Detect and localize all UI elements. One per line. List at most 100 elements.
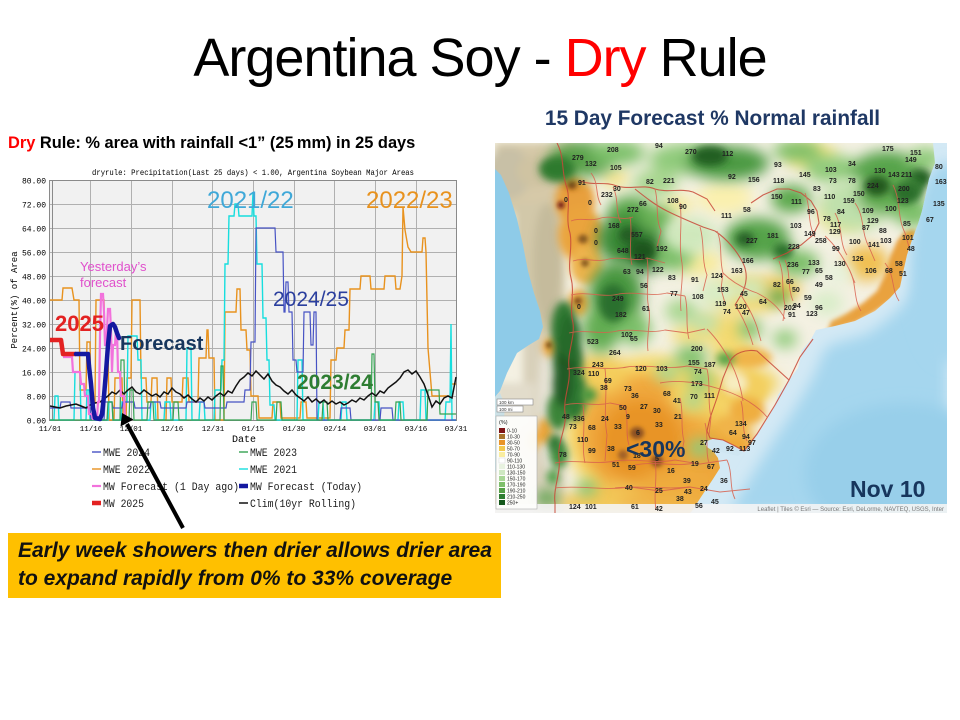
svg-text:78: 78 [559,452,567,459]
svg-text:2023/24: 2023/24 [297,371,373,394]
svg-text:36: 36 [720,478,728,485]
svg-text:118: 118 [773,178,784,185]
svg-text:38: 38 [607,446,615,453]
svg-text:50: 50 [792,287,800,294]
svg-text:MW 2025: MW 2025 [103,499,144,511]
svg-text:24: 24 [700,486,708,493]
svg-text:258: 258 [815,238,827,245]
svg-text:324: 324 [573,370,585,377]
svg-text:130: 130 [874,168,886,175]
svg-text:38: 38 [600,385,608,392]
svg-text:30: 30 [653,408,661,415]
svg-text:156: 156 [748,177,760,184]
svg-text:69: 69 [604,378,612,385]
svg-text:61: 61 [642,306,650,313]
svg-text:272: 272 [627,207,639,214]
svg-text:84: 84 [837,209,845,216]
svg-text:523: 523 [587,339,599,346]
svg-text:88: 88 [879,228,887,235]
svg-text:163: 163 [731,268,743,275]
svg-text:224: 224 [867,183,879,190]
svg-text:221: 221 [663,178,675,185]
svg-text:111: 111 [721,213,732,220]
svg-text:2025: 2025 [55,311,104,336]
svg-text:132: 132 [585,161,597,168]
svg-text:228: 228 [788,244,800,251]
svg-text:123: 123 [806,311,818,318]
svg-text:173: 173 [691,381,703,388]
svg-text:32.00: 32.00 [22,322,46,331]
svg-text:36: 36 [631,393,639,400]
svg-text:68: 68 [588,425,596,432]
svg-text:155: 155 [688,360,700,367]
svg-text:91: 91 [788,312,796,319]
svg-text:41: 41 [673,398,681,405]
svg-text:129: 129 [867,218,879,225]
svg-text:40.00: 40.00 [22,298,46,307]
svg-text:0.00: 0.00 [27,418,46,427]
svg-text:133: 133 [808,260,820,267]
svg-text:123: 123 [897,198,909,205]
svg-text:61: 61 [631,504,639,511]
svg-text:648: 648 [617,248,629,255]
svg-text:16.00: 16.00 [22,370,46,379]
svg-text:6: 6 [636,430,640,437]
svg-text:102: 102 [621,332,633,339]
svg-text:63: 63 [623,269,631,276]
svg-text:MWE 2021: MWE 2021 [250,465,297,477]
svg-text:MWE 2024: MWE 2024 [103,448,150,460]
svg-text:67: 67 [926,217,934,224]
svg-text:202: 202 [784,305,796,312]
svg-text:150: 150 [853,191,865,198]
svg-text:96: 96 [815,305,823,312]
svg-text:59: 59 [804,295,812,302]
svg-text:0: 0 [594,228,598,235]
svg-text:557: 557 [631,232,643,239]
svg-text:16: 16 [667,468,675,475]
svg-text:124: 124 [569,504,581,511]
svg-text:100: 100 [885,206,897,213]
svg-text:03/01: 03/01 [364,426,387,434]
svg-text:181: 181 [767,233,779,240]
svg-text:59: 59 [628,465,636,472]
svg-text:MWE 2023: MWE 2023 [250,448,297,460]
svg-text:110: 110 [824,194,835,201]
svg-text:01/15: 01/15 [242,426,265,434]
svg-text:2021/22: 2021/22 [207,187,294,214]
svg-text:64: 64 [759,299,767,306]
svg-text:40: 40 [625,485,633,492]
svg-text:50-70: 50-70 [507,447,520,453]
svg-text:111: 111 [704,393,715,400]
svg-text:151: 151 [910,150,922,157]
svg-text:120: 120 [735,304,747,311]
svg-text:82: 82 [773,282,781,289]
svg-text:159: 159 [843,198,855,205]
svg-text:dryrule: Precipitation(Last 25: dryrule: Precipitation(Last 25 days) < 1… [92,168,414,178]
svg-text:103: 103 [825,167,837,174]
svg-text:01/30: 01/30 [283,426,306,434]
svg-text:105: 105 [610,165,622,172]
svg-text:33: 33 [614,424,622,431]
svg-text:85: 85 [903,221,911,228]
svg-text:51: 51 [612,462,620,469]
svg-text:100 km: 100 km [499,400,514,405]
svg-text:47: 47 [742,310,750,317]
svg-text:30-50: 30-50 [507,441,520,447]
svg-text:27: 27 [640,404,648,411]
svg-text:150-170: 150-170 [507,477,526,483]
svg-text:182: 182 [615,312,627,319]
svg-text:94: 94 [636,269,644,276]
svg-text:149: 149 [905,157,917,164]
svg-text:Leaflet | Tiles © Esri — Sourc: Leaflet | Tiles © Esri — Source: Esri, D… [757,506,944,513]
svg-text:50: 50 [619,405,627,412]
svg-text:12/31: 12/31 [202,426,225,434]
svg-text:Forecast: Forecast [120,333,204,355]
svg-text:48: 48 [562,414,570,421]
svg-text:67: 67 [707,464,715,471]
svg-text:117: 117 [830,222,841,229]
svg-text:56: 56 [640,283,648,290]
svg-text:66: 66 [786,279,794,286]
svg-text:42: 42 [655,506,663,513]
svg-text:64.00: 64.00 [22,226,46,235]
svg-text:108: 108 [667,198,679,205]
